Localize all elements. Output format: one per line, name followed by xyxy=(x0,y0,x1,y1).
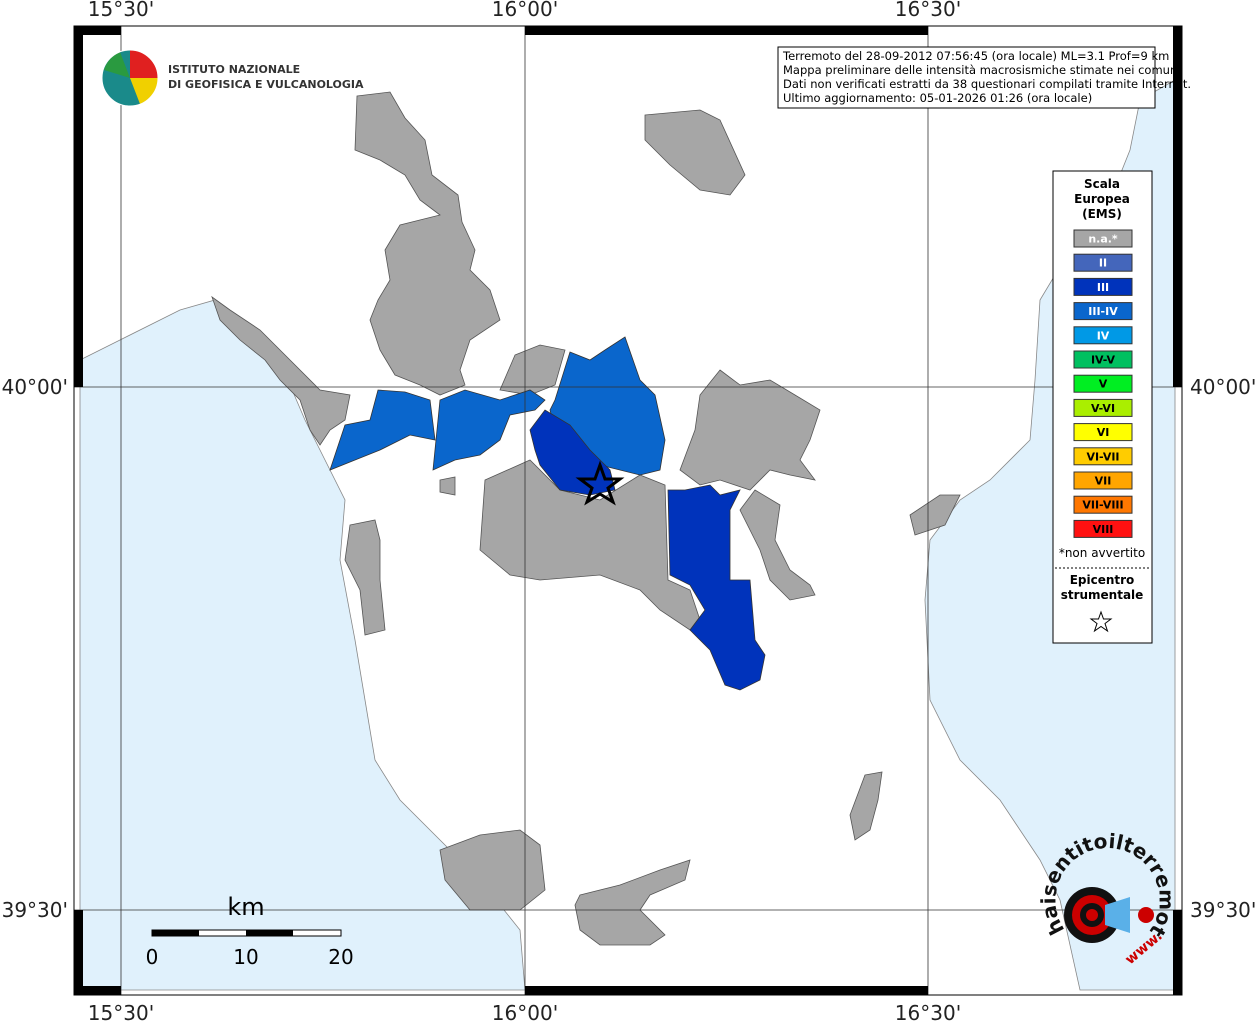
scale-bar: km 0 10 20 xyxy=(146,893,354,969)
legend-label: V xyxy=(1099,378,1108,391)
lat-label: 39°30' xyxy=(1190,898,1255,922)
legend-label: VII-VIII xyxy=(1082,499,1123,512)
scale-label: 20 xyxy=(328,945,353,969)
legend-label: III-IV xyxy=(1088,305,1118,318)
info-line: Terremoto del 28-09-2012 07:56:45 (ora l… xyxy=(782,49,1169,63)
scale-unit: km xyxy=(227,893,264,921)
lon-label: 16°00' xyxy=(492,0,558,21)
institute-name: ISTITUTO NAZIONALE xyxy=(168,63,300,76)
legend-swatch xyxy=(1073,302,1133,321)
legend-swatch xyxy=(1073,374,1133,393)
legend-label: V-VI xyxy=(1091,402,1115,415)
lon-label: 15°30' xyxy=(88,1001,154,1024)
ingv-logo: ISTITUTO NAZIONALE DI GEOFISICA E VULCAN… xyxy=(101,49,364,107)
legend-swatch xyxy=(1073,398,1133,417)
legend-title: Europea xyxy=(1074,192,1130,206)
lat-label: 40°00' xyxy=(1190,375,1255,399)
lat-label: 40°00' xyxy=(2,375,68,399)
legend-swatch xyxy=(1073,229,1133,248)
legend-epicenter: strumentale xyxy=(1061,588,1144,602)
region xyxy=(909,494,961,536)
region xyxy=(432,389,546,471)
region xyxy=(329,389,436,471)
info-line: Ultimo aggiornamento: 05-01-2026 01:26 (… xyxy=(783,91,1092,105)
graticule xyxy=(74,26,1182,995)
region xyxy=(739,489,816,601)
legend-label: VIII xyxy=(1093,523,1114,536)
institute-name: DI GEOFISICA E VULCANOLOGIA xyxy=(168,78,364,91)
scale-label: 0 xyxy=(146,945,159,969)
legend-swatch xyxy=(1073,350,1133,369)
legend-label: III xyxy=(1097,281,1109,294)
municipalities xyxy=(211,91,961,946)
lat-label: 39°30' xyxy=(2,898,68,922)
legend-title: (EMS) xyxy=(1082,207,1122,221)
lon-label: 16°30' xyxy=(895,1001,961,1024)
region xyxy=(529,409,616,496)
region xyxy=(679,369,821,491)
legend-swatch xyxy=(1073,495,1133,514)
legend-label: VI xyxy=(1097,426,1110,439)
legend-star xyxy=(1089,610,1113,633)
region xyxy=(211,295,351,446)
region xyxy=(667,484,766,691)
region xyxy=(439,476,456,496)
legend-swatch xyxy=(1073,253,1133,272)
legend-swatch xyxy=(1073,423,1133,442)
info-box xyxy=(777,46,1156,109)
legend-label: VII xyxy=(1095,475,1112,488)
region xyxy=(439,829,546,911)
region xyxy=(644,109,746,196)
lon-label: 16°00' xyxy=(492,1001,558,1024)
legend-label: IV-V xyxy=(1091,354,1116,367)
legend-label: n.a.* xyxy=(1088,233,1118,246)
epicenter-star xyxy=(575,460,625,506)
lon-label: 16°30' xyxy=(895,0,961,21)
legend-label: VI-VII xyxy=(1086,450,1119,463)
legend-label: IV xyxy=(1097,329,1110,342)
region xyxy=(849,771,883,841)
legend-swatch xyxy=(1073,447,1133,466)
info-line: Mappa preliminare delle intensità macros… xyxy=(783,63,1180,77)
legend: Scala Europea (EMS) *non avvertito Epice… xyxy=(1052,170,1153,644)
region xyxy=(354,91,501,396)
legend-title: Scala xyxy=(1084,177,1120,191)
region xyxy=(499,344,566,396)
legend-swatch xyxy=(1073,519,1133,538)
legend-label: II xyxy=(1099,257,1107,270)
legend-epicenter: Epicentro xyxy=(1070,573,1135,587)
legend-swatch xyxy=(1073,326,1133,345)
legend-note: *non avvertito xyxy=(1059,546,1145,560)
region xyxy=(344,519,386,636)
legend-swatch xyxy=(1073,471,1133,490)
info-line: Dati non verificati estratti da 38 quest… xyxy=(783,77,1191,91)
lon-label: 15°30' xyxy=(88,0,154,21)
frame xyxy=(73,25,1183,996)
scale-label: 10 xyxy=(233,945,258,969)
legend-swatch xyxy=(1073,277,1133,296)
